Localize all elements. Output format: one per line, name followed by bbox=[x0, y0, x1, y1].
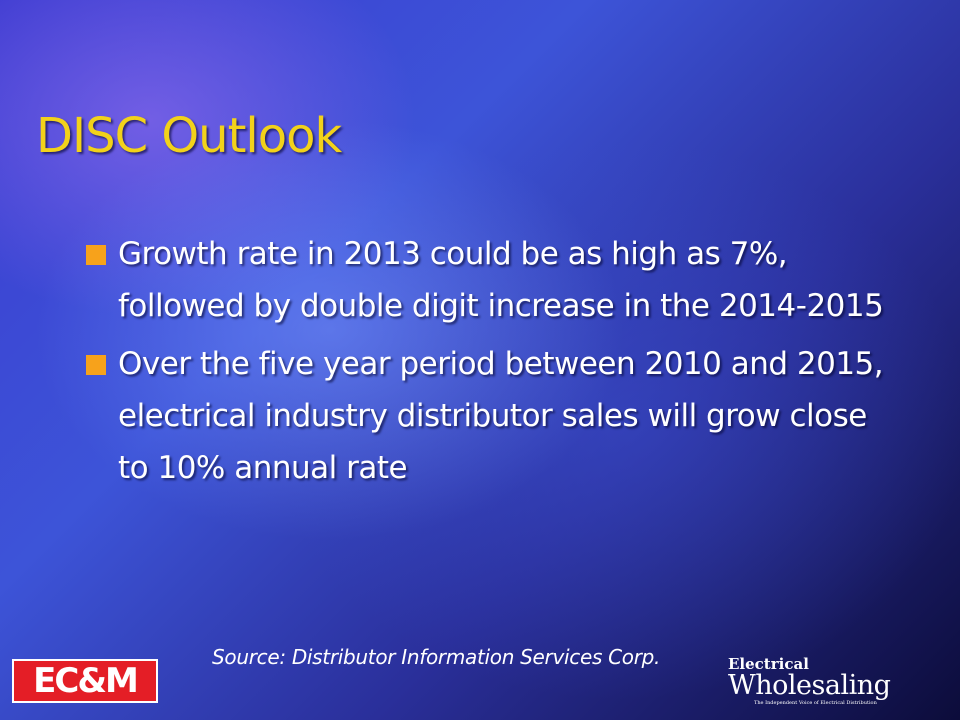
bullet-marker bbox=[86, 245, 106, 265]
logo-text: Wholesaling bbox=[728, 670, 891, 701]
slide-title: DISC Outlook bbox=[36, 108, 342, 164]
bullet-marker bbox=[86, 355, 106, 375]
source-note: Source: Distributor Information Services… bbox=[212, 645, 661, 669]
bullet: Growth rate in 2013 could be as high as … bbox=[86, 228, 886, 332]
wholesaling-logo: Electrical Wholesaling The Independent V… bbox=[728, 656, 898, 706]
bullet-list: Growth rate in 2013 could be as high as … bbox=[86, 228, 886, 500]
logo-tagline: The Independent Voice of Electrical Dist… bbox=[754, 700, 877, 706]
ecm-logo: EC&M bbox=[12, 659, 158, 703]
bullet: Over the five year period between 2010 a… bbox=[86, 338, 886, 494]
logo-text: Electrical bbox=[728, 655, 809, 673]
bullet-text: Over the five year period between 2010 a… bbox=[118, 346, 884, 486]
bullet-text: Growth rate in 2013 could be as high as … bbox=[118, 236, 884, 324]
